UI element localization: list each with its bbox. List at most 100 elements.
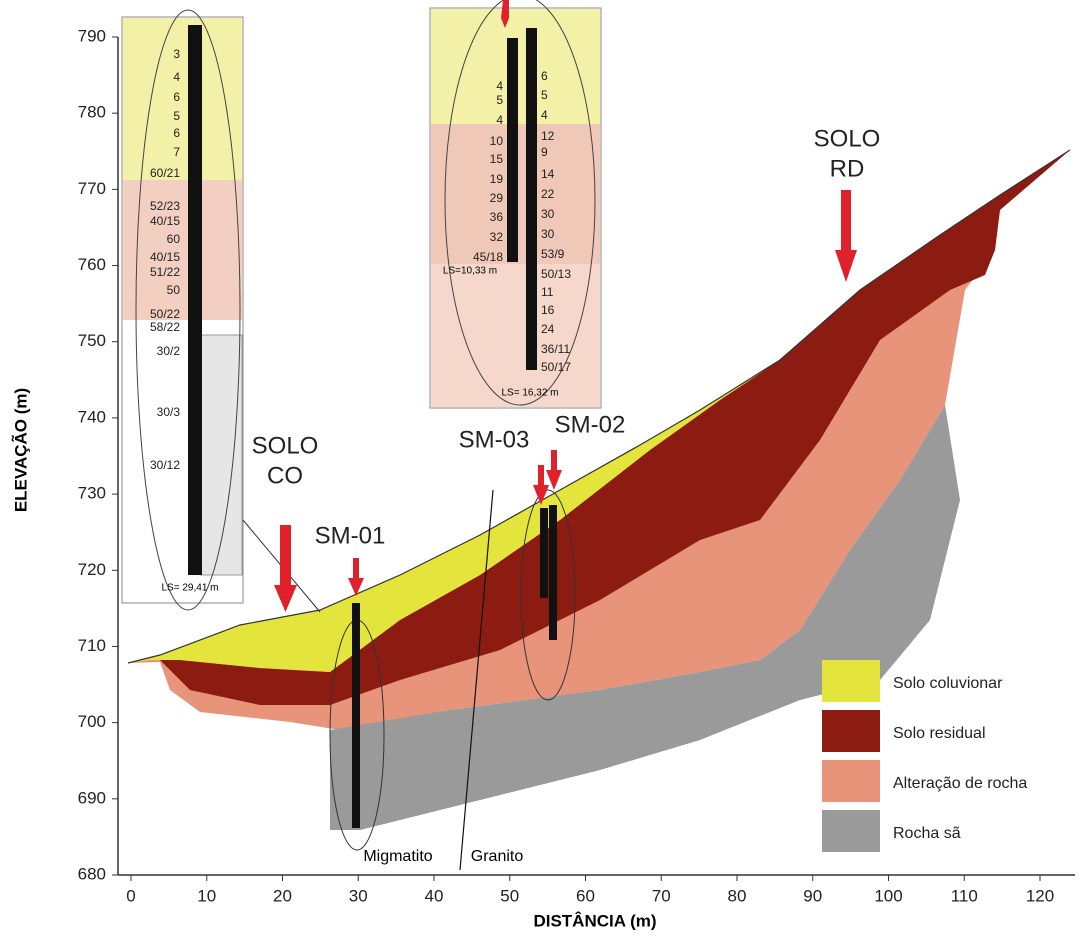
- inset-rock: [200, 335, 242, 575]
- spt-value: 53/9: [541, 247, 565, 261]
- inset-borehole: [526, 28, 537, 370]
- spt-value: 15: [490, 152, 504, 166]
- x-tick-label: 80: [728, 886, 747, 905]
- y-tick-label: 790: [78, 26, 106, 45]
- legend-label: Rocha sã: [893, 825, 961, 842]
- y-tick-label: 740: [78, 407, 106, 426]
- cross-section: SOLO CO SOLO RD SM-01 SM-03 SM-02 Migmat…: [0, 0, 1081, 938]
- y-tick-label: 720: [78, 560, 106, 579]
- inset-sm01: [122, 10, 243, 610]
- label: SM-01: [315, 522, 386, 549]
- spt-value: 36: [490, 210, 504, 224]
- spt-value: 22: [541, 187, 555, 201]
- borehole: [352, 603, 360, 828]
- y-axis-title: ELEVAÇÃO (m): [10, 388, 30, 512]
- y-tick-label: 700: [78, 712, 106, 731]
- y-tick-label: 680: [78, 864, 106, 883]
- x-tick-label: 110: [951, 886, 978, 905]
- ls-label: LS= 29,41 m: [162, 583, 219, 594]
- spt-value: 9: [541, 145, 548, 159]
- x-tick-label: 40: [425, 886, 444, 905]
- spt-value: 45/18: [473, 250, 503, 264]
- label: RD: [830, 155, 865, 182]
- arrow: [835, 190, 857, 282]
- spt-value: 30/12: [150, 458, 180, 472]
- x-tick-label: 70: [652, 886, 671, 905]
- inset-sm03-sm02: [430, 0, 601, 408]
- arrow: [546, 450, 562, 490]
- spt-value: 36/11: [541, 342, 570, 356]
- spt-value: 12: [541, 129, 555, 143]
- spt-value: 4: [496, 113, 503, 127]
- legend-label: Solo residual: [893, 725, 986, 742]
- spt-value: 29: [490, 191, 504, 205]
- label: CO: [267, 462, 303, 489]
- legend-label: Solo coluvionar: [893, 675, 1003, 692]
- arrow: [274, 525, 297, 612]
- x-tick-label: 10: [197, 886, 216, 905]
- spt-value: 7: [173, 145, 180, 159]
- spt-value: 5: [173, 109, 180, 123]
- y-tick-label: 750: [78, 331, 106, 350]
- spt-value: 30/3: [157, 405, 181, 419]
- spt-value: 4: [496, 79, 503, 93]
- spt-value: 50/22: [150, 307, 180, 321]
- inset-layer: [123, 18, 242, 180]
- label: SM-02: [555, 411, 626, 438]
- spt-value: 6: [173, 126, 180, 140]
- x-tick-label: 100: [874, 886, 902, 905]
- spt-value: 40/15: [150, 250, 180, 264]
- legend-swatch: [822, 810, 880, 852]
- y-tick-label: 780: [78, 103, 106, 122]
- x-axis-title: DISTÂNCIA (m): [533, 911, 656, 930]
- spt-value: 60/21: [150, 166, 180, 180]
- inset-layer: [123, 180, 242, 320]
- x-tick-label: 120: [1026, 886, 1054, 905]
- arrow: [348, 558, 364, 596]
- spt-value: 6: [173, 90, 180, 104]
- spt-value: 19: [490, 172, 504, 186]
- x-tick-label: 30: [349, 886, 368, 905]
- spt-value: 60: [167, 232, 181, 246]
- legend-swatch: [822, 760, 880, 802]
- spt-value: 4: [173, 70, 180, 84]
- spt-value: 4: [541, 108, 548, 122]
- label: SOLO: [814, 125, 881, 152]
- y-tick-label: 770: [78, 179, 106, 198]
- legend-swatch: [822, 660, 880, 702]
- spt-value: 10: [490, 134, 504, 148]
- spt-value: 52/23: [150, 199, 180, 213]
- y-tick-label: 730: [78, 484, 106, 503]
- legend: Solo coluvionar Solo residual Alteração de…: [822, 660, 1027, 852]
- inset-borehole: [507, 38, 518, 262]
- spt-value: 14: [541, 167, 555, 181]
- spt-value: 3: [173, 47, 180, 61]
- y-tick-label: 760: [78, 255, 106, 274]
- spt-value: 30: [541, 207, 555, 221]
- spt-value: 24: [541, 322, 555, 336]
- spt-value: 32: [490, 230, 504, 244]
- ls-label: LS=10,33 m: [443, 266, 497, 277]
- spt-value: 50/13: [541, 267, 571, 281]
- x-tick-label: 0: [126, 886, 135, 905]
- borehole: [540, 508, 548, 598]
- spt-value: 5: [496, 93, 503, 107]
- legend-swatch: [822, 710, 880, 752]
- borehole: [549, 505, 557, 640]
- y-tick-label: 690: [78, 788, 106, 807]
- x-tick-label: 20: [273, 886, 292, 905]
- spt-value: 50: [167, 283, 181, 297]
- x-tick-label: 90: [803, 886, 822, 905]
- label: Migmatito: [363, 848, 432, 865]
- label: SOLO: [252, 432, 319, 459]
- x-tick-label: 50: [500, 886, 519, 905]
- inset-borehole: [188, 25, 202, 575]
- spt-value: 50/17: [541, 360, 571, 374]
- label: Granito: [471, 848, 524, 865]
- ls-label: LS= 16,32 m: [502, 388, 559, 399]
- spt-value: 58/22: [150, 320, 180, 334]
- legend-label: Alteração de rocha: [893, 775, 1027, 792]
- spt-value: 11: [541, 285, 554, 299]
- spt-value: 30/2: [157, 344, 181, 358]
- spt-value: 16: [541, 303, 555, 317]
